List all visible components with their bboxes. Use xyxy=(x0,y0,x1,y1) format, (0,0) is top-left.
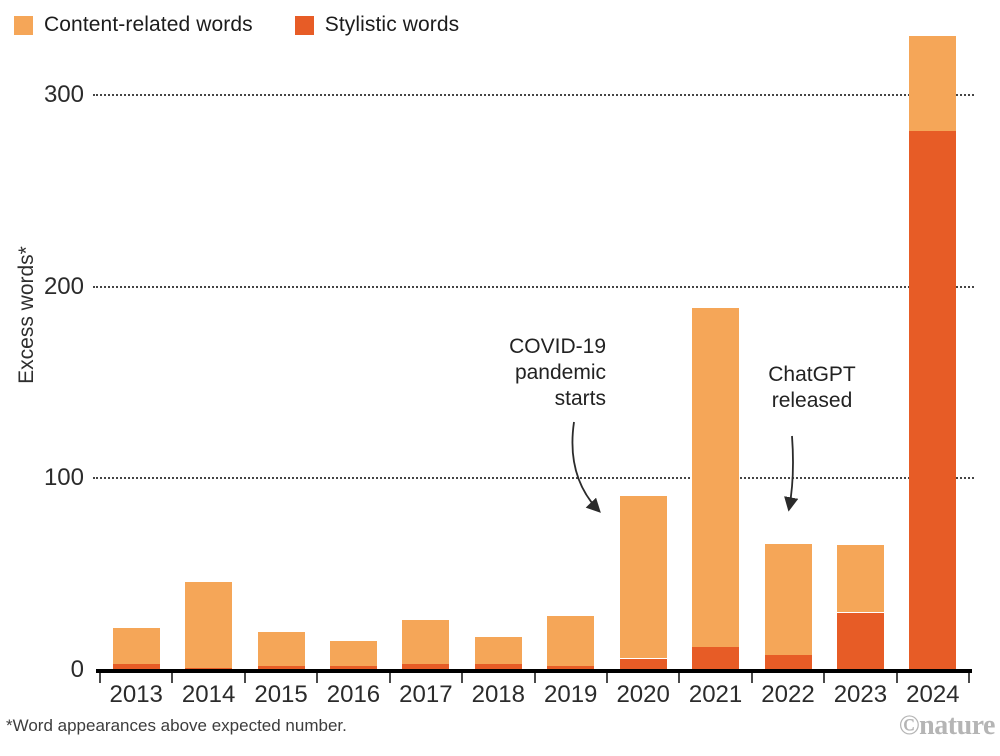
x-axis-tick xyxy=(605,673,608,683)
bar-2019-content xyxy=(547,616,595,667)
x-axis-tick xyxy=(533,673,536,683)
legend-label: Content-related words xyxy=(44,13,253,36)
x-tick-label-2019: 2019 xyxy=(544,681,598,708)
x-axis-tick xyxy=(316,673,319,683)
annotation-line: pandemic xyxy=(514,361,606,384)
bar-2016-stylistic xyxy=(330,666,377,670)
chatgpt-arrow xyxy=(784,435,799,512)
x-axis-tick xyxy=(678,673,681,683)
y-tick-label: 0 xyxy=(70,656,84,683)
annotation-line: ChatGPT xyxy=(768,363,856,386)
bar-2013-stylistic xyxy=(112,664,160,670)
y-tick-label: 100 xyxy=(43,464,84,492)
legend-item-stylistic: Stylistic words xyxy=(294,13,460,37)
y-tick-label: 200 xyxy=(43,272,84,300)
bar-2018-content xyxy=(474,637,522,665)
bar-2022-content xyxy=(764,543,812,655)
stylistic-words-swatch xyxy=(294,15,314,35)
gridline-200 xyxy=(93,285,974,288)
annotation-line: starts xyxy=(554,387,606,410)
x-axis-tick xyxy=(243,673,246,683)
x-axis-tick xyxy=(99,673,101,683)
legend: Content-related words Stylistic words xyxy=(14,13,501,37)
bar-2021-content xyxy=(692,307,740,647)
x-axis-tick xyxy=(895,673,898,683)
bar-2024-stylistic xyxy=(909,131,957,670)
bar-2020-content xyxy=(619,495,667,659)
legend-item-content-related: Content-related words xyxy=(14,13,253,37)
x-tick-label-2018: 2018 xyxy=(471,681,525,708)
bar-2023-content xyxy=(836,545,884,613)
x-tick-label-2014: 2014 xyxy=(181,681,236,708)
bar-2017-stylistic xyxy=(402,664,450,670)
footnote: *Word appearances above expected number. xyxy=(6,716,347,735)
bar-2021-stylistic xyxy=(692,647,740,670)
bar-2014-content xyxy=(185,581,233,669)
x-tick-label-2015: 2015 xyxy=(254,681,308,708)
nature-credit: ©nature xyxy=(898,710,996,741)
x-axis-tick xyxy=(968,673,971,683)
annotation-line: released xyxy=(771,389,853,412)
x-axis-tick xyxy=(388,673,391,683)
annotation-chatgpt: ChatGPT released xyxy=(760,362,864,414)
legend-label: Stylistic words xyxy=(324,13,460,36)
annotation-line: COVID-19 xyxy=(509,335,606,358)
bar-2023-stylistic xyxy=(836,612,884,670)
bar-2022-stylistic xyxy=(764,654,812,670)
x-axis-tick xyxy=(750,673,753,683)
bar-2017-content xyxy=(402,620,450,665)
gridline-100 xyxy=(93,477,974,480)
x-axis-tick xyxy=(171,673,174,683)
x-tick-label-2020: 2020 xyxy=(616,681,670,708)
bar-2016-content xyxy=(330,641,377,667)
covid-arrow xyxy=(571,421,601,513)
x-tick-label-2017: 2017 xyxy=(399,681,453,708)
content-words-swatch xyxy=(14,15,33,35)
bar-2013-content xyxy=(112,627,160,665)
x-axis-line xyxy=(96,669,972,673)
bar-2020-stylistic xyxy=(619,658,667,670)
bar-2015-content xyxy=(257,631,305,667)
y-axis-title: Excess words* xyxy=(15,246,38,384)
bar-2015-stylistic xyxy=(257,666,305,670)
annotation-covid: COVID-19 pandemic starts xyxy=(428,334,606,412)
gridline-300 xyxy=(93,94,974,96)
x-tick-label-2013: 2013 xyxy=(109,681,163,708)
bar-2024-content xyxy=(909,35,957,132)
x-tick-label-2022: 2022 xyxy=(761,681,815,708)
x-axis-tick xyxy=(461,673,464,683)
bar-2018-stylistic xyxy=(474,664,522,670)
x-tick-label-2024: 2024 xyxy=(906,681,960,708)
x-tick-label-2016: 2016 xyxy=(326,681,381,708)
y-tick-label: 300 xyxy=(43,81,84,108)
bar-2019-stylistic xyxy=(547,666,595,670)
x-axis-tick xyxy=(823,673,826,683)
x-tick-label-2021: 2021 xyxy=(688,681,743,708)
x-tick-label-2023: 2023 xyxy=(833,681,888,708)
